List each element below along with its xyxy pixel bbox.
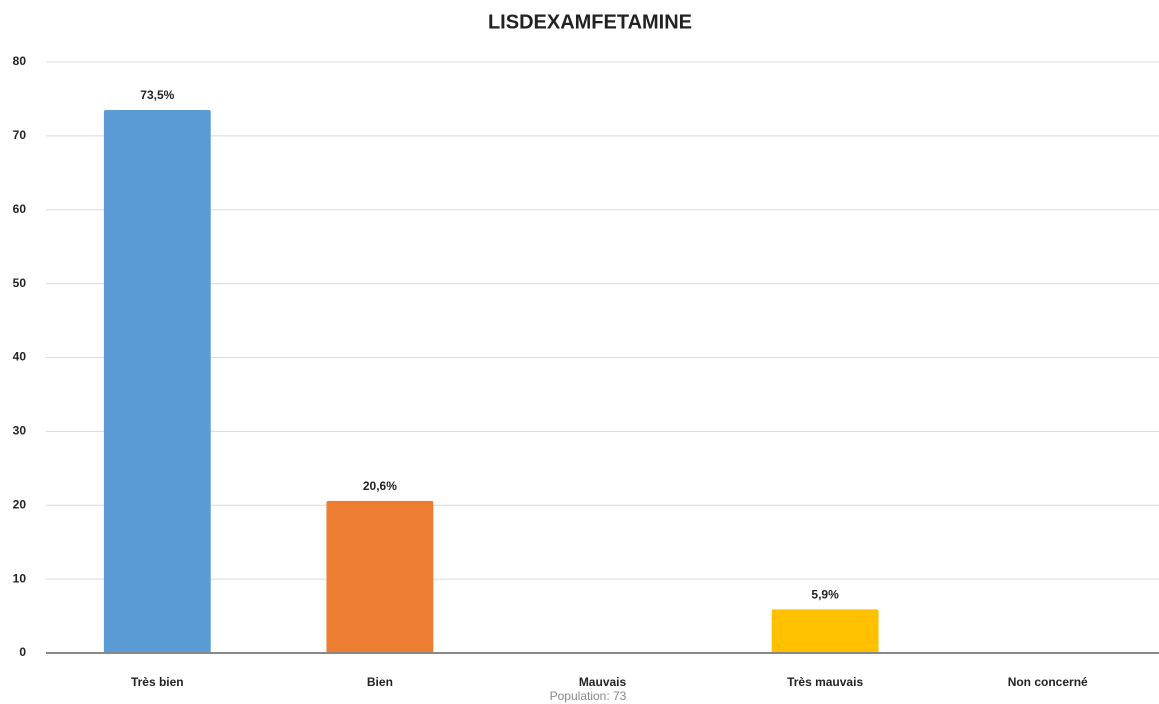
bar [771, 609, 879, 653]
y-tick-label: 0 [19, 645, 26, 659]
y-tick-label: 80 [13, 54, 27, 68]
y-tick-label: 70 [13, 128, 27, 142]
y-tick-label: 30 [13, 424, 27, 438]
x-tick-label: Très mauvais [787, 675, 863, 689]
y-tick-label: 20 [13, 497, 27, 511]
footnote: Population: 73 [550, 689, 627, 703]
bar [326, 500, 434, 653]
x-tick-label: Non concerné [1008, 675, 1088, 689]
y-tick-label: 60 [13, 202, 27, 216]
x-tick-label: Très bien [131, 675, 184, 689]
chart-title: LISDEXAMFETAMINE [488, 11, 692, 33]
y-tick-label: 40 [13, 350, 27, 364]
data-label: 20,6% [363, 479, 397, 493]
data-label: 73,5% [140, 88, 174, 102]
x-tick-label: Bien [367, 675, 393, 689]
x-tick-label: Mauvais [579, 675, 627, 689]
y-tick-label: 50 [13, 276, 27, 290]
y-tick-label: 10 [13, 571, 27, 585]
data-label: 5,9% [811, 588, 839, 602]
bar [103, 110, 211, 654]
